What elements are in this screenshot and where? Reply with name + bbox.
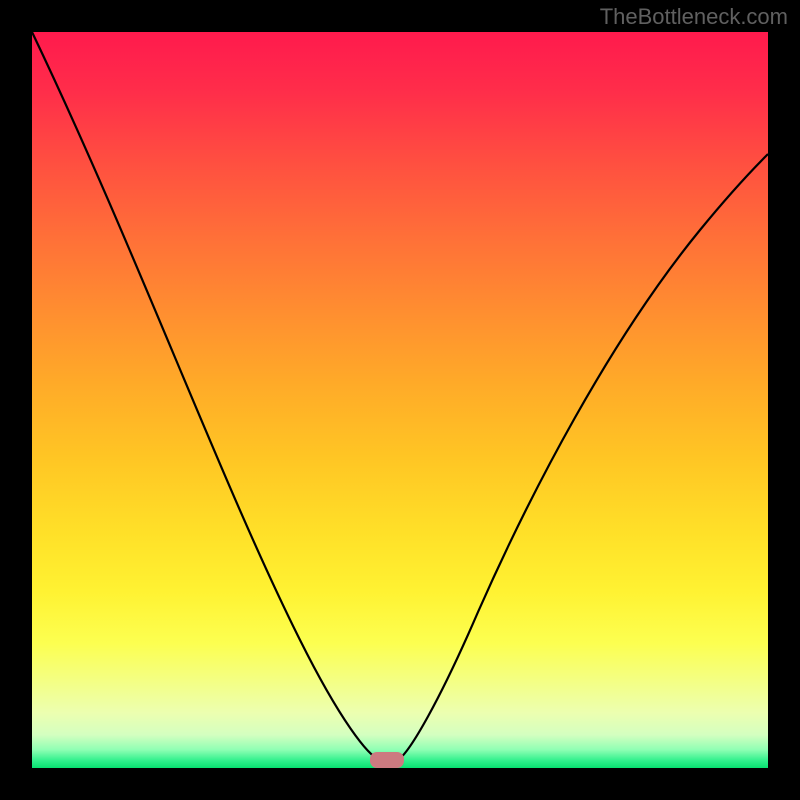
watermark-text: TheBottleneck.com (600, 4, 788, 30)
chart-svg (0, 0, 800, 800)
plot-background (32, 32, 768, 768)
chart-container: TheBottleneck.com (0, 0, 800, 800)
min-marker (370, 752, 404, 768)
